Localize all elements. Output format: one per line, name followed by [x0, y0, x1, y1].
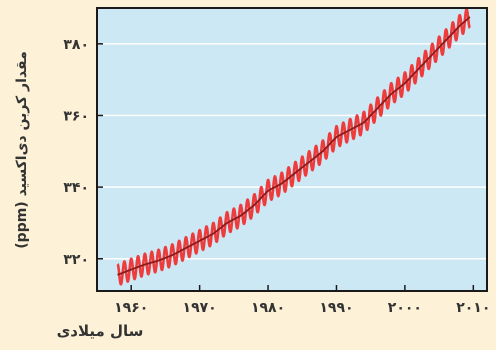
- y-axis-title: مقدار کربن دی‌اکسید (ppm): [14, 51, 30, 248]
- series-layer: [116, 7, 471, 286]
- grid: [97, 43, 487, 260]
- y-tick-label: ۳۴۰: [63, 180, 89, 196]
- x-tick-label: ۲۰۰۰: [388, 300, 422, 316]
- annual-average-co2-line: [117, 16, 471, 276]
- x-tick-label: ۱۹۶۰: [114, 300, 148, 316]
- y-tick-label: ۳۶۰: [63, 108, 89, 124]
- x-tick-label: ۱۹۹۰: [319, 300, 353, 316]
- plot-area: [97, 8, 487, 291]
- x-tick-label: ۱۹۷۰: [183, 300, 217, 316]
- x-tick-label: ۲۰۱۰: [456, 300, 490, 316]
- y-tick-label: ۳۸۰: [63, 37, 89, 53]
- plot-frame: [96, 7, 488, 292]
- x-tick-label: ۱۹۸۰: [251, 300, 285, 316]
- y-tick-label: ۳۲۰: [63, 252, 89, 268]
- x-axis-title: سال میلادی: [57, 322, 144, 340]
